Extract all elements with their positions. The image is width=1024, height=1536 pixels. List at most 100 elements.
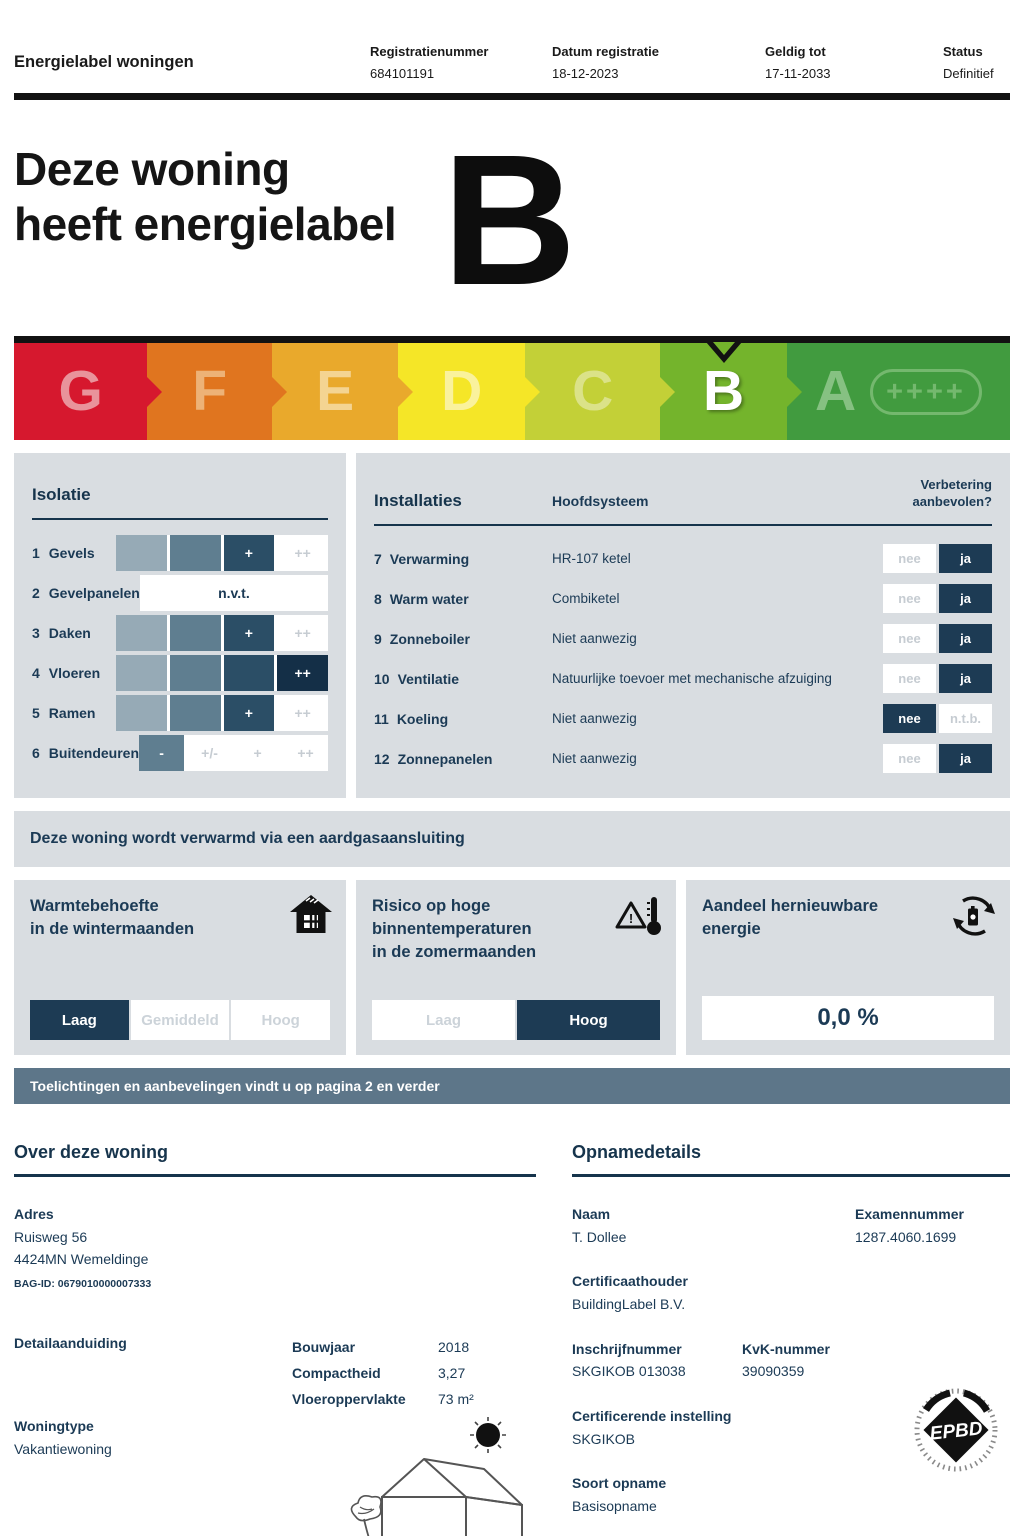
survey-type-block: Soort opname Basisopname bbox=[572, 1475, 667, 1515]
kvk-block: KvK-nummer 39090359 bbox=[742, 1340, 830, 1380]
scale-segment-D: D bbox=[398, 343, 525, 440]
installaties-row-warm-water: 8 Warm water Combiketel nee ja bbox=[374, 581, 992, 617]
rating-cells: ++ bbox=[116, 655, 328, 691]
a-plus-badge: ++++ bbox=[870, 368, 982, 415]
summer-overheating-risk-panel: Risico op hoge binnentemperaturen in de … bbox=[356, 880, 676, 1055]
isolatie-row-buitendeuren: 6 Buitendeuren - +/- + ++ bbox=[32, 735, 329, 771]
hero-section: Deze woning heeft energielabel B bbox=[14, 117, 1010, 324]
registration-number-label: Registratienummer bbox=[370, 44, 489, 59]
level-option-hoog: Hoog bbox=[231, 1000, 331, 1040]
rating-cell bbox=[116, 615, 167, 651]
document-header: Energielabel woningen Registratienummer … bbox=[14, 44, 1010, 81]
level-option-laag: Laag bbox=[30, 1000, 129, 1040]
advice-option-ja: ja bbox=[939, 544, 992, 574]
installaties-row-zonneboiler: 9 Zonneboiler Niet aanwezig nee ja bbox=[374, 621, 992, 657]
installaties-rows: 7 Verwarming HR-107 ketel nee ja 8 Warm water C… bbox=[374, 541, 992, 777]
hoofdsysteem-value: Niet aanwezig bbox=[552, 631, 637, 647]
dwelling-type-value: Vakantiewoning bbox=[14, 1440, 112, 1457]
hero-title-line1: Deze woning bbox=[14, 143, 290, 195]
installaties-header: Installaties Hoofdsysteem Verbetering aa… bbox=[374, 477, 992, 511]
renewable-energy-icon bbox=[951, 893, 997, 944]
isolatie-title: Isolatie bbox=[32, 485, 91, 504]
rating-cell: ++ bbox=[277, 695, 328, 731]
isolatie-row-daken: 3 Daken + ++ bbox=[32, 615, 328, 651]
house-illustration bbox=[336, 1413, 536, 1536]
installaties-panel: Installaties Hoofdsysteem Verbetering aa… bbox=[356, 453, 1010, 798]
dwelling-details: Detailaanduiding Woningtype Vakantiewoni… bbox=[14, 1335, 536, 1536]
installaties-title: Installaties bbox=[374, 490, 462, 510]
header-rule bbox=[14, 93, 1010, 100]
advice-option-nee: nee bbox=[883, 544, 936, 574]
isolatie-rows: 1 Gevels + ++ 2 Gevelpanelen n.v.t. 3 Daken + ++ 4 V… bbox=[32, 535, 329, 771]
certificate-holder-block: Certificaathouder BuildingLabel B.V. bbox=[572, 1273, 688, 1313]
rating-cell: + bbox=[223, 615, 275, 651]
scale-letter-G: G bbox=[58, 359, 103, 423]
scale-segment-F: F bbox=[147, 343, 272, 440]
dwelling-type-block: Woningtype Vakantiewoning bbox=[14, 1415, 292, 1460]
certifying-institution-block: Certificerende instelling SKGIKOB bbox=[572, 1408, 732, 1447]
advice-option-nee: nee bbox=[883, 624, 936, 654]
registration-number-value: 684101191 bbox=[370, 66, 435, 81]
winter-heat-demand-panel: Warmtebehoefte in de wintermaanden Laag G… bbox=[14, 880, 346, 1055]
rating-cell bbox=[116, 535, 167, 571]
energy-scale: G F E D C B A ++++ bbox=[14, 336, 1010, 440]
rating-cell bbox=[116, 695, 167, 731]
level-option-laag: Laag bbox=[372, 1000, 515, 1040]
advice-option-ntb: n.t.b. bbox=[939, 704, 992, 734]
registration-date-value: 18-12-2023 bbox=[552, 66, 619, 81]
advice-option-ja: ja bbox=[939, 744, 992, 774]
energy-scale-segments: G F E D C B A ++++ bbox=[14, 343, 1010, 440]
rating-cell: ++ bbox=[283, 735, 329, 771]
advice-option-nee: nee bbox=[883, 744, 936, 774]
valid-until-label: Geldig tot bbox=[765, 44, 826, 59]
epbd-stamp: EPBD bbox=[910, 1384, 1002, 1481]
scale-letter-C: C bbox=[572, 359, 614, 423]
isolatie-rule bbox=[32, 518, 328, 520]
isolatie-row-vloeren: 4 Vloeren ++ bbox=[32, 655, 328, 691]
installaties-rule bbox=[374, 523, 992, 526]
rating-cell: ++ bbox=[277, 655, 328, 691]
hoofdsysteem-value: HR-107 ketel bbox=[552, 551, 631, 567]
rating-cells: + ++ bbox=[116, 535, 328, 571]
about-rule bbox=[14, 1174, 536, 1177]
summer-overheating-risk-title: Risico op hoge binnentemperaturen in de … bbox=[372, 897, 537, 962]
installaties-row-koeling: 11 Koeling Niet aanwezig nee n.t.b. bbox=[374, 701, 992, 737]
opnamedetails-title: Opnamedetails bbox=[572, 1142, 702, 1162]
dwelling-type-label: Woningtype bbox=[14, 1418, 94, 1435]
rating-cell: + bbox=[235, 735, 281, 771]
advice-column-label: Verbetering aanbevolen? bbox=[912, 477, 992, 509]
scale-letter-F: F bbox=[192, 359, 228, 423]
assessor-row: Naam T. Dollee Examennummer 1287.4060.16… bbox=[572, 1203, 1010, 1248]
dwelling-facts: Bouwjaar 2018 Compactheid 3,27 Vloeroppe… bbox=[292, 1335, 536, 1536]
house-icon bbox=[289, 893, 333, 940]
energy-label-letter: B bbox=[442, 117, 577, 324]
hoofdsysteem-value: Niet aanwezig bbox=[552, 751, 637, 767]
scale-pointer-notch bbox=[706, 342, 743, 363]
scale-letter-B: B bbox=[703, 359, 745, 423]
hoofdsysteem-column-label: Hoofdsysteem bbox=[552, 492, 649, 509]
scale-letter-E: E bbox=[316, 359, 355, 423]
document-title: Energielabel woningen bbox=[14, 53, 194, 71]
valid-until-value: 17-11-2033 bbox=[765, 66, 831, 81]
indicator-panels: Warmtebehoefte in de wintermaanden Laag G… bbox=[14, 880, 1010, 1055]
hoofdsysteem-value: Natuurlijke toevoer met mechanische afzu… bbox=[552, 671, 832, 687]
installaties-row-verwarming: 7 Verwarming HR-107 ketel nee ja bbox=[374, 541, 992, 577]
heating-source-banner: Deze woning wordt verwarmd via een aardg… bbox=[14, 811, 1010, 867]
rating-cell bbox=[169, 695, 221, 731]
hero-title: Deze woning heeft energielabel bbox=[14, 142, 397, 252]
level-option-gemiddeld: Gemiddeld bbox=[130, 1000, 230, 1040]
details-section: Over deze woning Adres Ruisweg 56 4424MN… bbox=[14, 1142, 1010, 1536]
fact-compactheid: Compactheid 3,27 bbox=[292, 1364, 466, 1381]
status-value: Definitief bbox=[943, 66, 994, 81]
exam-number-block: Examennummer 1287.4060.1699 bbox=[855, 1206, 964, 1245]
advice-option-ja: ja bbox=[939, 624, 992, 654]
rating-cell bbox=[169, 655, 221, 691]
opnamedetails-column: Opnamedetails Naam T. Dollee Examennumme… bbox=[572, 1142, 1010, 1536]
isolatie-panel: Isolatie 1 Gevels + ++ 2 Gevelpanelen n.v.t. 3 D… bbox=[14, 453, 346, 798]
rating-cell bbox=[169, 615, 221, 651]
detail-designation-label: Detailaanduiding bbox=[14, 1335, 127, 1352]
address-label: Adres bbox=[14, 1206, 54, 1222]
opname-rule bbox=[572, 1174, 1010, 1177]
isolatie-row-ramen: 5 Ramen + ++ bbox=[32, 695, 328, 731]
rating-cell: - bbox=[139, 735, 185, 771]
